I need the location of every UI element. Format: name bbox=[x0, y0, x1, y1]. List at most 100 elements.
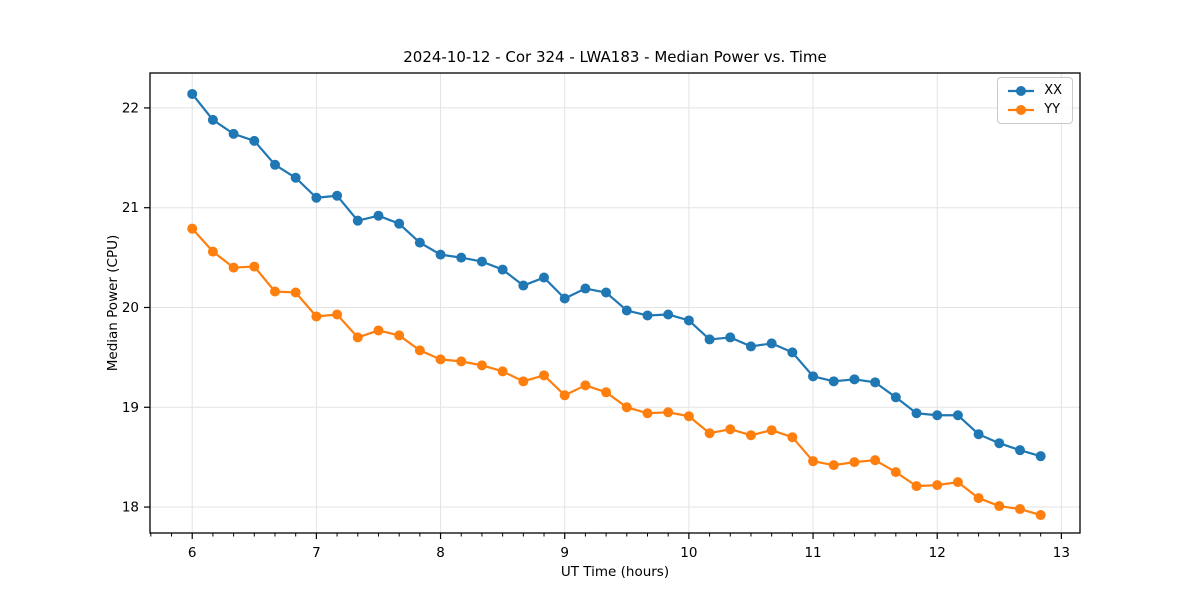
data-point bbox=[249, 135, 260, 146]
data-point bbox=[766, 338, 777, 349]
series-yy bbox=[187, 223, 1046, 521]
data-point bbox=[725, 332, 736, 343]
data-point bbox=[642, 408, 653, 419]
data-point bbox=[456, 252, 467, 263]
legend-line-marker-yy bbox=[1008, 105, 1035, 115]
data-point bbox=[787, 347, 798, 358]
data-point bbox=[973, 493, 984, 504]
svg-text:12: 12 bbox=[929, 545, 946, 561]
data-point bbox=[435, 354, 446, 365]
data-point bbox=[828, 460, 839, 471]
plot-border bbox=[149, 72, 1081, 534]
data-point bbox=[663, 309, 674, 320]
svg-text:20: 20 bbox=[122, 300, 139, 316]
data-point bbox=[1014, 445, 1025, 456]
svg-text:7: 7 bbox=[312, 545, 321, 561]
data-point bbox=[311, 192, 322, 203]
data-point bbox=[621, 402, 632, 413]
chart-title: 2024-10-12 - Cor 324 - LWA183 - Median P… bbox=[403, 48, 827, 66]
data-point bbox=[601, 387, 612, 398]
data-point bbox=[270, 159, 280, 170]
y-axis-label: Median Power (CPU) bbox=[105, 234, 121, 372]
legend-label-xx: XX bbox=[1044, 83, 1062, 98]
data-point bbox=[435, 249, 446, 260]
svg-text:9: 9 bbox=[560, 545, 569, 561]
svg-text:6: 6 bbox=[188, 545, 197, 561]
data-point bbox=[207, 114, 218, 125]
data-point bbox=[787, 432, 798, 443]
data-point bbox=[352, 332, 363, 343]
data-point bbox=[580, 283, 591, 294]
data-point bbox=[332, 190, 343, 201]
data-point bbox=[352, 215, 363, 226]
data-point bbox=[601, 287, 612, 298]
data-point bbox=[952, 410, 963, 421]
svg-text:22: 22 bbox=[122, 100, 139, 116]
data-point bbox=[849, 457, 860, 468]
data-point bbox=[539, 272, 550, 283]
data-point bbox=[683, 315, 694, 326]
y-axis-ticks: 18 19 20 21 22 bbox=[122, 100, 150, 516]
data-point bbox=[207, 246, 218, 257]
series-line-yy bbox=[191, 227, 1041, 517]
data-point bbox=[704, 428, 715, 439]
legend: XX YY bbox=[997, 77, 1073, 124]
data-point bbox=[890, 392, 901, 403]
svg-text:8: 8 bbox=[436, 545, 445, 561]
data-point bbox=[518, 280, 529, 291]
data-point bbox=[890, 467, 901, 478]
data-point bbox=[270, 286, 280, 297]
data-point bbox=[663, 407, 674, 418]
data-point bbox=[1035, 451, 1046, 462]
legend-label-yy: YY bbox=[1044, 102, 1061, 117]
data-point bbox=[1035, 510, 1046, 521]
data-point bbox=[704, 334, 715, 345]
data-point bbox=[456, 356, 467, 367]
data-point bbox=[911, 408, 922, 419]
data-point bbox=[373, 325, 384, 336]
data-point bbox=[808, 456, 819, 467]
svg-text:13: 13 bbox=[1053, 545, 1070, 561]
data-point bbox=[187, 88, 198, 99]
data-point bbox=[994, 438, 1005, 449]
data-point bbox=[497, 366, 508, 377]
data-point bbox=[911, 481, 922, 492]
data-point bbox=[745, 341, 756, 352]
svg-text:11: 11 bbox=[804, 545, 821, 561]
data-point bbox=[414, 237, 425, 248]
gridlines bbox=[150, 73, 1080, 533]
data-point bbox=[228, 128, 239, 139]
data-point bbox=[187, 223, 198, 234]
series-line-xx bbox=[191, 93, 1041, 458]
data-point bbox=[373, 210, 384, 221]
data-point bbox=[683, 411, 694, 422]
data-point bbox=[932, 480, 943, 491]
data-point bbox=[725, 424, 736, 435]
data-point bbox=[828, 376, 839, 387]
data-point bbox=[766, 425, 777, 436]
data-point bbox=[518, 376, 529, 387]
data-point bbox=[621, 305, 632, 316]
data-point bbox=[228, 262, 239, 273]
data-point bbox=[973, 429, 984, 440]
legend-line-marker-xx bbox=[1008, 86, 1035, 96]
data-point bbox=[932, 410, 943, 421]
data-point bbox=[808, 371, 819, 382]
svg-text:18: 18 bbox=[122, 500, 139, 516]
svg-text:19: 19 bbox=[122, 400, 139, 416]
data-point bbox=[539, 370, 550, 381]
x-axis-ticks: 6 7 8 9 10 11 12 13 bbox=[150, 533, 1070, 561]
data-point bbox=[745, 430, 756, 441]
data-point bbox=[476, 256, 487, 267]
data-point bbox=[849, 374, 860, 385]
data-point bbox=[642, 310, 653, 321]
series-xx bbox=[187, 88, 1046, 462]
data-point bbox=[1014, 504, 1025, 515]
legend-entry-xx: XX bbox=[1007, 84, 1062, 98]
data-point bbox=[559, 293, 570, 304]
data-point bbox=[476, 360, 487, 371]
data-point bbox=[414, 345, 425, 356]
data-point bbox=[870, 377, 881, 388]
